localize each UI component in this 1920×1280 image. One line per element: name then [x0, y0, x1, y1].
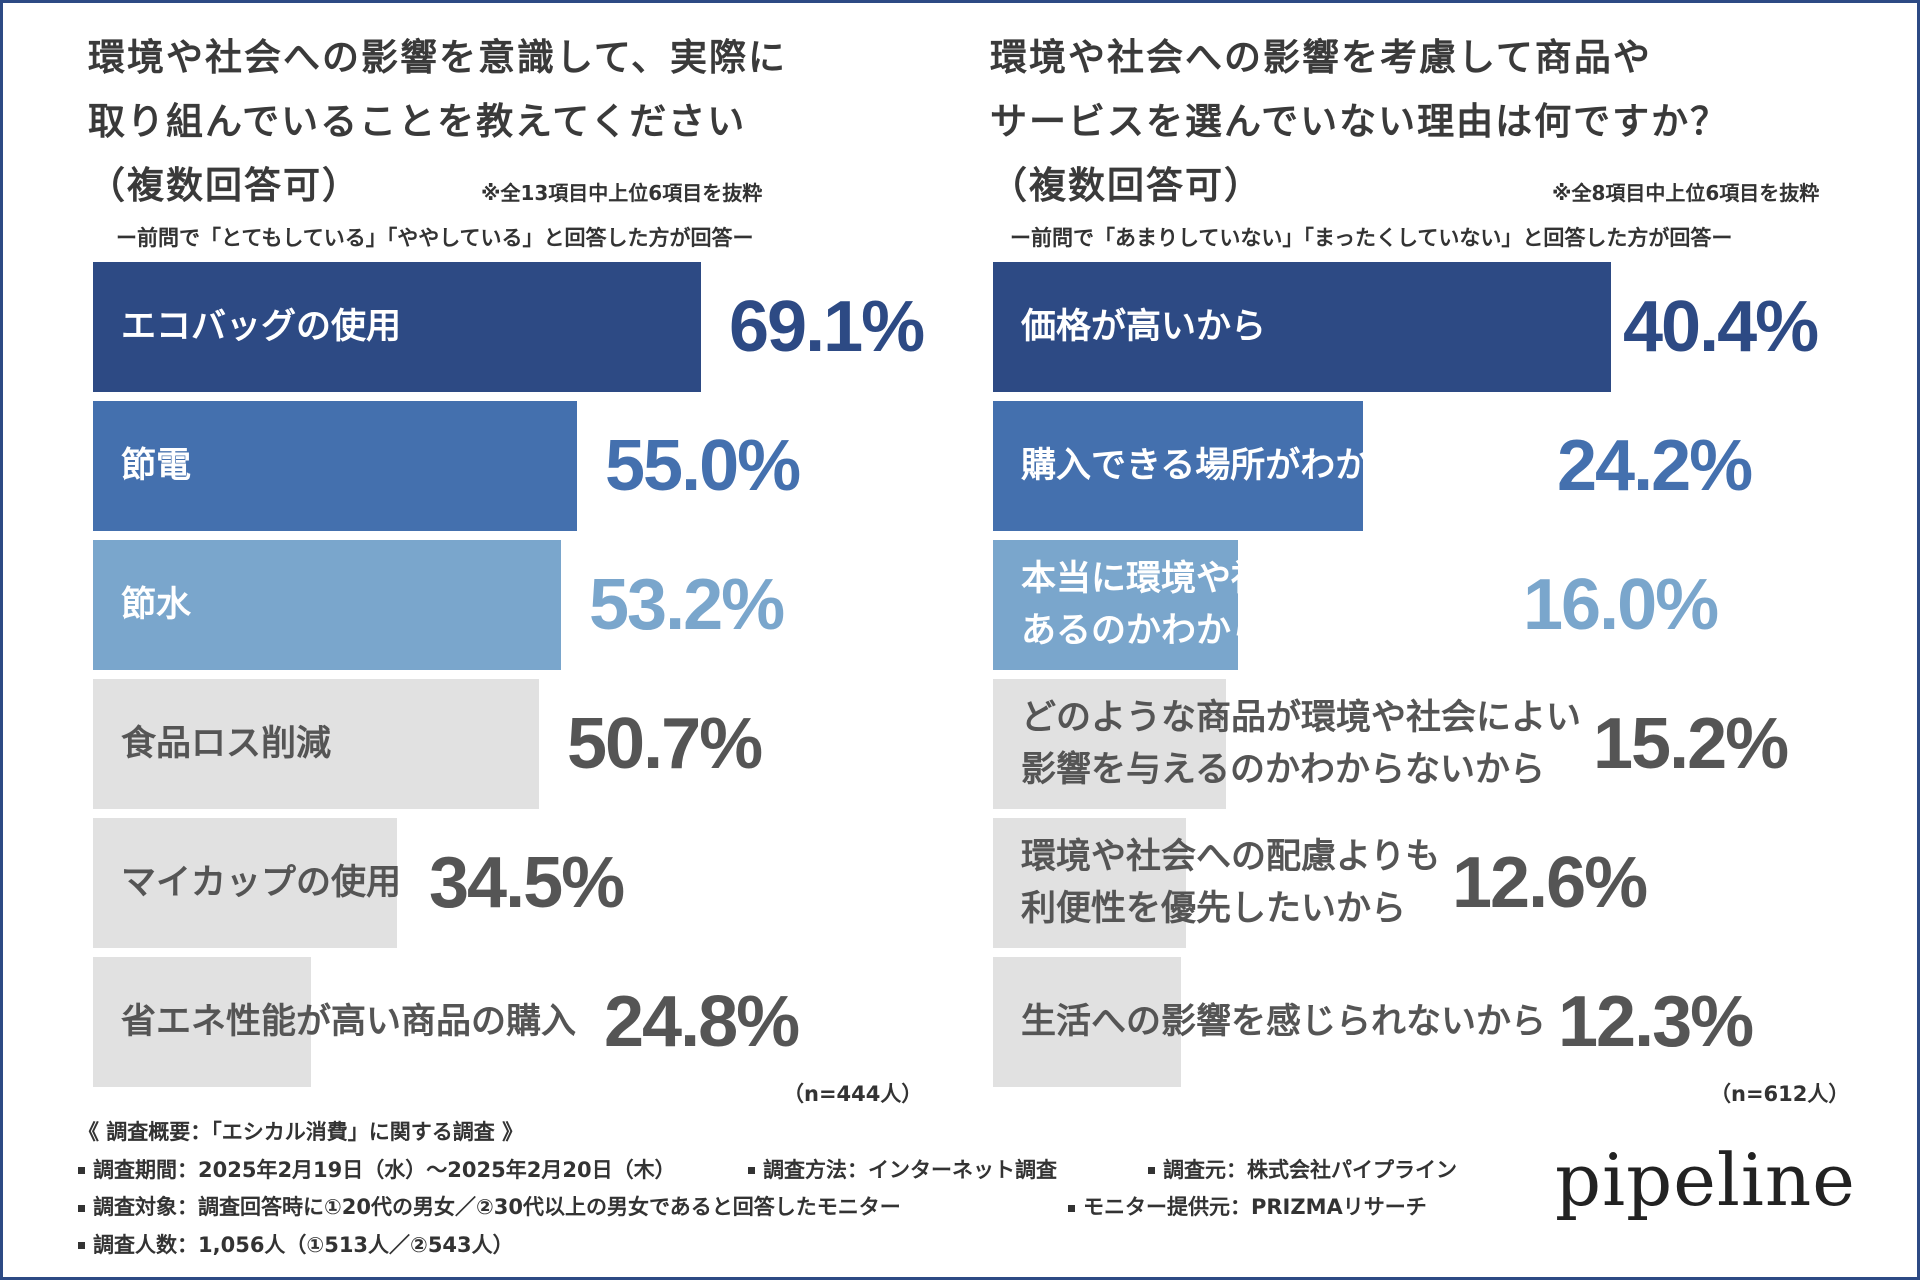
- left-title: 環境や社会への影響を意識して、実際に 取り組んでいることを教えてください （複数…: [88, 26, 787, 218]
- left-title-line-2: 取り組んでいることを教えてください: [88, 100, 747, 143]
- bar-value-1: 40.4%: [1623, 287, 1819, 367]
- bar-value-4: 50.7%: [567, 704, 763, 784]
- bar-value-1: 69.1%: [729, 287, 925, 367]
- bar-1: [993, 262, 1611, 392]
- bar-label-3: 節水: [121, 585, 192, 625]
- bar-label-2: 節電: [121, 446, 192, 486]
- bar-label-1: 価格が高いから: [1021, 307, 1267, 347]
- bar-value-5: 34.5%: [429, 843, 625, 923]
- survey-period: 調査期間：2025年2月19日（水）～2025年2月20日（木）: [78, 1152, 676, 1190]
- right-title: 環境や社会への影響を考慮して商品や サービスを選んでいない理由は何ですか？ （複…: [990, 26, 1729, 218]
- left-title-line-3: （複数回答可）: [88, 164, 361, 207]
- survey-target: 調査対象：調査回答時に①20代の男女／②30代以上の男女であると回答したモニター: [78, 1189, 901, 1227]
- survey-provider: モニター提供元：PRIZMAリサーチ: [1068, 1189, 1427, 1227]
- left-title-line-1: 環境や社会への影響を意識して、実際に: [88, 36, 788, 79]
- pipeline-logo: pipeline: [1555, 1138, 1856, 1222]
- bar-value-5: 12.6%: [1452, 843, 1648, 923]
- bar-1: [93, 262, 701, 392]
- right-title-line-1: 環境や社会への影響を考慮して商品や: [990, 36, 1652, 79]
- survey-heading: 《 調査概要：「エシカル消費」に関する調査 》: [78, 1120, 524, 1144]
- survey-source: 調査元：株式会社パイプライン: [1148, 1152, 1457, 1190]
- bar-6: [93, 957, 311, 1087]
- right-title-line-2: サービスを選んでいない理由は何ですか？: [990, 100, 1730, 143]
- bar-4: [93, 679, 539, 809]
- bar-5: [93, 818, 397, 948]
- bar-value-3: 16.0%: [1523, 565, 1719, 645]
- right-title-line-3: （複数回答可）: [990, 164, 1263, 207]
- bar-5: [993, 818, 1186, 948]
- right-excerpt-note: ※全8項目中上位6項目を抜粋: [1552, 181, 1820, 205]
- bar-label-3: 本当に環境や社会によい影響が あるのかわからないから: [1021, 559, 1512, 651]
- left-sample-size: （n=444人）: [783, 1082, 923, 1106]
- bar-label-4: 食品ロス削減: [121, 724, 332, 764]
- bar-3: [93, 540, 561, 670]
- bar-value-2: 24.2%: [1557, 426, 1753, 506]
- bar-2: [93, 401, 577, 531]
- bar-value-2: 55.0%: [605, 426, 801, 506]
- bar-value-4: 15.2%: [1593, 704, 1789, 784]
- bar-label-5: マイカップの使用: [121, 863, 402, 903]
- bar-label-5: 環境や社会への配慮よりも 利便性を優先したいから: [1021, 837, 1441, 929]
- right-subtitle: ー前問で「あまりしていない」「まったくしていない」と回答した方が回答ー: [1010, 226, 1733, 250]
- bar-2: [993, 401, 1363, 531]
- bar-label-4: どのような商品が環境や社会によい 影響を与えるのかわからないから: [1021, 698, 1582, 790]
- bar-label-1: エコバッグの使用: [121, 307, 402, 347]
- bar-3: [993, 540, 1238, 670]
- survey-method: 調査方法：インターネット調査: [748, 1152, 1057, 1190]
- bar-value-6: 24.8%: [604, 982, 800, 1062]
- bar-value-3: 53.2%: [589, 565, 785, 645]
- survey-count: 調査人数：1,056人（①513人／②543人）: [78, 1227, 514, 1265]
- bar-label-2: 購入できる場所がわからないから: [1021, 446, 1546, 486]
- bar-6: [993, 957, 1181, 1087]
- bar-4: [993, 679, 1226, 809]
- left-subtitle: ー前問で「とてもしている」「ややしている」と回答した方が回答ー: [116, 226, 754, 250]
- left-excerpt-note: ※全13項目中上位6項目を抜粋: [481, 181, 763, 205]
- bar-value-6: 12.3%: [1558, 982, 1754, 1062]
- bar-label-6: 生活への影響を感じられないから: [1021, 1002, 1547, 1042]
- bar-label-6: 省エネ性能が高い商品の購入: [121, 1002, 577, 1042]
- right-sample-size: （n=612人）: [1710, 1082, 1850, 1106]
